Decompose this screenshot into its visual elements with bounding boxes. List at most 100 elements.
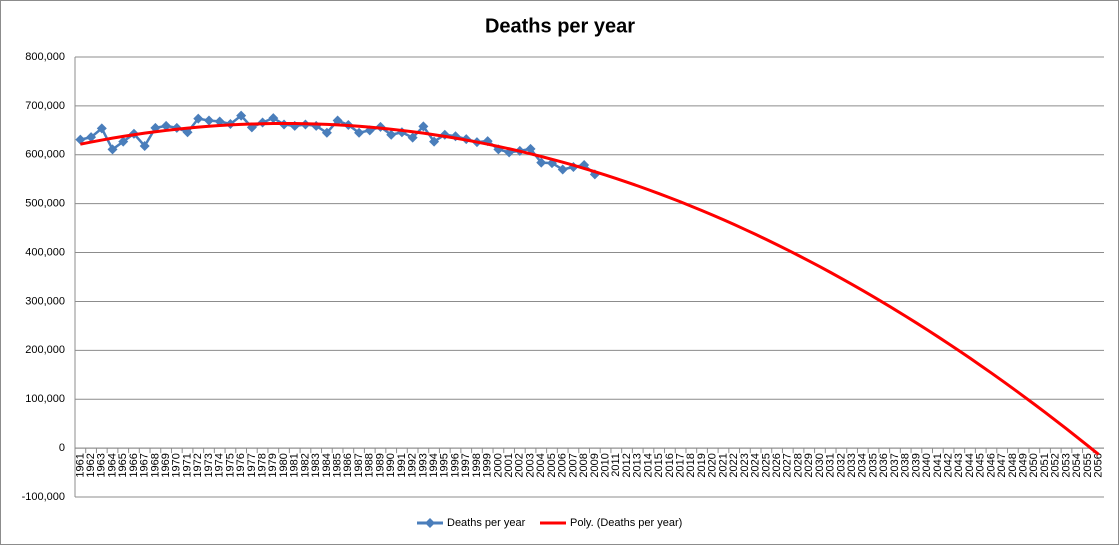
y-tick-label: 400,000 bbox=[25, 246, 65, 258]
x-tick-label: 1974 bbox=[214, 453, 226, 477]
series-line bbox=[80, 121, 1100, 456]
x-tick-label: 2016 bbox=[664, 453, 676, 477]
x-tick-label: 2035 bbox=[867, 453, 879, 477]
x-tick-label: 2019 bbox=[696, 453, 708, 477]
data-point bbox=[418, 121, 429, 132]
x-tick-label: 1962 bbox=[85, 453, 97, 477]
x-tick-label: 2030 bbox=[814, 453, 826, 477]
chart-title: Deaths per year bbox=[485, 15, 635, 37]
x-tick-label: 2013 bbox=[632, 453, 644, 477]
data-point bbox=[557, 164, 568, 175]
x-tick-label: 2050 bbox=[1028, 453, 1040, 477]
x-tick-label: 2045 bbox=[975, 453, 987, 477]
x-tick-label: 1998 bbox=[471, 453, 483, 477]
x-tick-label: 2040 bbox=[921, 453, 933, 477]
x-tick-label: 1978 bbox=[256, 453, 268, 477]
x-tick-label: 1976 bbox=[235, 453, 247, 477]
data-point bbox=[139, 140, 150, 151]
x-tick-label: 1993 bbox=[417, 453, 429, 477]
x-tick-label: 1982 bbox=[299, 453, 311, 477]
x-tick-label: 1964 bbox=[106, 453, 118, 477]
x-tick-label: 1988 bbox=[364, 453, 376, 477]
x-tick-label: 1996 bbox=[449, 453, 461, 477]
x-tick-label: 2007 bbox=[567, 453, 579, 477]
x-tick-label: 2020 bbox=[707, 453, 719, 477]
y-tick-label: 100,000 bbox=[25, 393, 65, 405]
x-tick-label: 1963 bbox=[96, 453, 108, 477]
y-tick-label: -100,000 bbox=[22, 491, 65, 503]
x-tick-label: 1999 bbox=[482, 453, 494, 477]
x-tick-label: 2005 bbox=[546, 453, 558, 477]
x-tick-label: 1981 bbox=[289, 453, 301, 477]
y-tick-label: 800,000 bbox=[25, 51, 65, 63]
x-tick-label: 2025 bbox=[760, 453, 772, 477]
x-tick-label: 2010 bbox=[599, 453, 611, 477]
x-tick-label: 2052 bbox=[1050, 453, 1062, 477]
x-tick-label: 1972 bbox=[192, 453, 204, 477]
x-tick-label: 2028 bbox=[792, 453, 804, 477]
x-tick-label: 2003 bbox=[524, 453, 536, 477]
data-point bbox=[407, 132, 418, 143]
x-tick-label: 1984 bbox=[321, 453, 333, 477]
x-tick-label: 2044 bbox=[964, 453, 976, 477]
data-point bbox=[536, 157, 547, 168]
x-tick-label: 1986 bbox=[342, 453, 354, 477]
x-tick-label: 2008 bbox=[578, 453, 590, 477]
data-point bbox=[96, 123, 107, 134]
x-tick-label: 2000 bbox=[492, 453, 504, 477]
x-tick-label: 1985 bbox=[332, 453, 344, 477]
data-point bbox=[193, 113, 204, 124]
legend-marker bbox=[425, 518, 435, 528]
x-tick-label: 2036 bbox=[878, 453, 890, 477]
x-tick-label: 1970 bbox=[171, 453, 183, 477]
x-tick-label: 2009 bbox=[589, 453, 601, 477]
x-tick-label: 2031 bbox=[825, 453, 837, 477]
data-point bbox=[268, 113, 279, 124]
y-tick-label: 300,000 bbox=[25, 295, 65, 307]
x-tick-label: 1997 bbox=[460, 453, 472, 477]
x-tick-label: 1968 bbox=[149, 453, 161, 477]
x-tick-label: 2002 bbox=[514, 453, 526, 477]
x-tick-label: 2043 bbox=[953, 453, 965, 477]
x-tick-label: 2039 bbox=[910, 453, 922, 477]
x-tick-label: 2006 bbox=[557, 453, 569, 477]
x-tick-label: 1973 bbox=[203, 453, 215, 477]
x-tick-label: 2014 bbox=[642, 453, 654, 477]
x-tick-label: 1971 bbox=[181, 453, 193, 477]
data-point bbox=[321, 127, 332, 138]
x-tick-label: 2034 bbox=[857, 453, 869, 477]
data-point bbox=[386, 129, 397, 140]
data-point bbox=[429, 136, 440, 147]
y-tick-label: 700,000 bbox=[25, 100, 65, 112]
x-tick-label: 2001 bbox=[503, 453, 515, 477]
x-tick-label: 1961 bbox=[74, 453, 86, 477]
x-tick-label: 1980 bbox=[278, 453, 290, 477]
x-tick-label: 1965 bbox=[117, 453, 129, 477]
x-tick-label: 2038 bbox=[900, 453, 912, 477]
x-tick-label: 2056 bbox=[1093, 453, 1105, 477]
x-tick-label: 2047 bbox=[996, 453, 1008, 477]
x-tick-label: 1983 bbox=[310, 453, 322, 477]
data-point bbox=[354, 127, 365, 138]
x-tick-label: 2023 bbox=[739, 453, 751, 477]
data-point bbox=[332, 115, 343, 126]
x-tick-label: 2046 bbox=[985, 453, 997, 477]
x-tick-label: 1966 bbox=[128, 453, 140, 477]
x-tick-label: 2041 bbox=[932, 453, 944, 477]
x-tick-label: 2004 bbox=[535, 453, 547, 477]
y-tick-label: 0 bbox=[59, 442, 65, 454]
x-tick-label: 2012 bbox=[621, 453, 633, 477]
x-tick-label: 1967 bbox=[139, 453, 151, 477]
x-tick-label: 2021 bbox=[717, 453, 729, 477]
x-tick-label: 2037 bbox=[889, 453, 901, 477]
data-point bbox=[236, 110, 247, 121]
x-tick-label: 1987 bbox=[353, 453, 365, 477]
x-tick-label: 2033 bbox=[846, 453, 858, 477]
data-point bbox=[107, 144, 118, 155]
x-tick-label: 1994 bbox=[428, 453, 440, 477]
x-tick-label: 1989 bbox=[374, 453, 386, 477]
x-tick-label: 2049 bbox=[1018, 453, 1030, 477]
x-tick-label: 2048 bbox=[1007, 453, 1019, 477]
data-point bbox=[118, 136, 129, 147]
